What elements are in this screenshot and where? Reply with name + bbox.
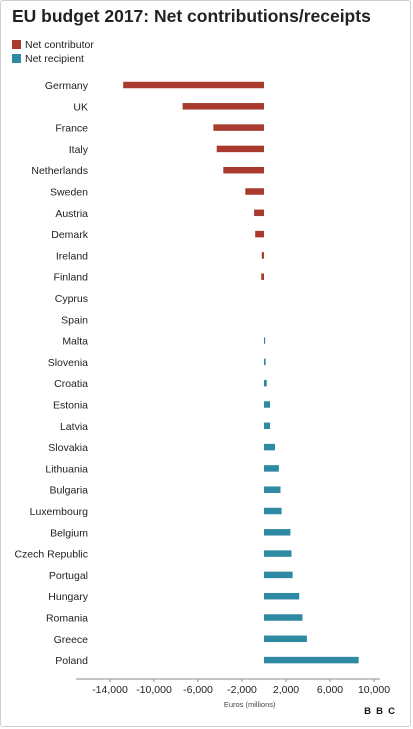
bar xyxy=(264,486,281,493)
bar xyxy=(261,252,264,259)
x-tick-label: -14,000 xyxy=(92,684,128,696)
bar xyxy=(264,337,266,344)
x-tick-label: -6,000 xyxy=(183,684,213,696)
category-label: Poland xyxy=(55,655,88,667)
x-axis-label: Euros (millions) xyxy=(224,700,276,709)
bar xyxy=(264,529,291,536)
bar xyxy=(264,656,359,664)
bar xyxy=(264,614,303,621)
bar xyxy=(264,465,279,472)
legend-label-contributor: Net contributor xyxy=(25,38,94,51)
category-label: Finland xyxy=(54,272,89,284)
legend: Net contributor Net recipient xyxy=(12,38,94,66)
category-label: Slovenia xyxy=(48,357,88,369)
bar xyxy=(264,443,275,451)
category-label: Demark xyxy=(51,229,89,241)
legend-swatch-recipient xyxy=(12,54,21,63)
category-label: Estonia xyxy=(53,400,88,412)
category-label: Malta xyxy=(62,336,88,348)
category-label: Spain xyxy=(61,314,88,326)
bar xyxy=(264,571,293,579)
bar xyxy=(182,103,264,110)
x-tick-label: -10,000 xyxy=(136,684,172,696)
category-label: Germany xyxy=(45,80,89,92)
bar xyxy=(216,145,264,153)
bar xyxy=(223,166,264,174)
bbc-logo-letter: B xyxy=(374,705,385,718)
category-label: Slovakia xyxy=(48,442,88,454)
bar xyxy=(213,124,264,131)
category-label: Hungary xyxy=(48,591,88,603)
bar xyxy=(264,507,282,515)
legend-label-recipient: Net recipient xyxy=(25,52,84,65)
category-label: Portugal xyxy=(49,570,88,582)
x-tick-label: 2,000 xyxy=(273,684,299,696)
category-label: Netherlands xyxy=(31,165,88,177)
category-label: Belgium xyxy=(50,527,88,539)
category-label: Romania xyxy=(46,613,88,625)
category-label: Sweden xyxy=(50,187,88,199)
category-label: Croatia xyxy=(54,378,88,390)
category-label: Greece xyxy=(54,634,89,646)
category-label: Cyprus xyxy=(55,293,88,305)
x-tick-label: 10,000 xyxy=(358,684,390,696)
legend-item-recipient: Net recipient xyxy=(12,52,94,65)
bar xyxy=(123,81,264,89)
x-tick-label: -2,000 xyxy=(227,684,257,696)
bar xyxy=(254,209,264,217)
bar xyxy=(264,379,267,387)
bbc-logo-letter: B xyxy=(362,705,373,718)
category-label: Czech Republic xyxy=(14,549,88,561)
bar xyxy=(264,401,271,408)
bbc-logo: B B C xyxy=(362,705,397,720)
category-label: Ireland xyxy=(56,250,88,262)
bar xyxy=(264,550,292,557)
bar xyxy=(264,358,266,366)
category-label: Latvia xyxy=(60,421,88,433)
category-label: Bulgaria xyxy=(49,485,88,497)
bar xyxy=(264,422,271,430)
bar xyxy=(264,592,300,600)
bbc-logo-letter: C xyxy=(386,705,397,718)
category-label: Lithuania xyxy=(45,463,88,475)
x-tick-label: 6,000 xyxy=(317,684,343,696)
legend-swatch-contributor xyxy=(12,40,21,49)
category-label: Luxembourg xyxy=(30,506,89,518)
bar xyxy=(255,230,264,238)
category-label: UK xyxy=(73,101,88,113)
chart-title: EU budget 2017: Net contributions/receip… xyxy=(12,6,371,26)
category-label: Italy xyxy=(69,144,89,156)
category-label: Austria xyxy=(55,208,88,220)
bar xyxy=(264,635,307,643)
bar xyxy=(245,188,264,195)
category-label: France xyxy=(55,123,88,135)
bar xyxy=(261,273,264,280)
legend-item-contributor: Net contributor xyxy=(12,38,94,51)
